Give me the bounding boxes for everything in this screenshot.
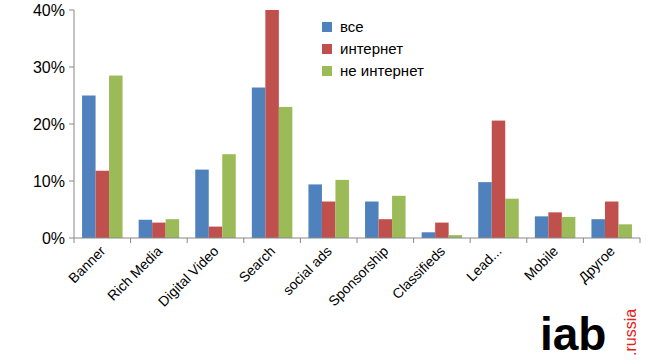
bar <box>166 219 180 238</box>
x-tick <box>526 238 527 243</box>
x-tick <box>357 238 358 243</box>
x-tick <box>130 238 131 243</box>
x-tick-label: Sponsorship <box>325 243 391 309</box>
x-tick <box>413 238 414 243</box>
legend-label: интернет <box>340 40 403 57</box>
bar <box>492 121 506 238</box>
x-tick <box>243 238 244 243</box>
bar <box>139 220 153 238</box>
bar <box>308 184 322 238</box>
legend-label: не интернет <box>340 62 424 79</box>
logo: iab <box>540 308 606 360</box>
y-tick <box>69 10 74 11</box>
bar <box>618 224 632 238</box>
bar <box>562 217 576 238</box>
bar <box>82 96 96 239</box>
bar <box>392 196 406 238</box>
y-tick <box>69 238 74 239</box>
x-tick-label: Search <box>236 243 279 286</box>
bar <box>279 107 293 238</box>
x-tick <box>583 238 584 243</box>
logo-suffix: .russia <box>622 309 639 356</box>
x-tick-label: Digital Video <box>155 243 222 310</box>
bar <box>322 202 336 238</box>
x-tick-label: Mobile <box>521 243 562 284</box>
bar <box>478 182 492 238</box>
x-tick-label: Banner <box>65 243 108 286</box>
x-tick-label: Classifieds <box>389 243 448 302</box>
legend-swatch <box>322 66 332 76</box>
bar <box>365 202 379 238</box>
bar <box>435 223 449 238</box>
legend-swatch <box>322 44 332 54</box>
bar <box>109 76 123 238</box>
bar <box>605 202 619 238</box>
bar <box>152 223 166 238</box>
bar <box>96 171 110 238</box>
bars <box>82 10 632 238</box>
x-tick <box>300 238 301 243</box>
bar <box>548 212 562 238</box>
chart: 0% 10% 20% 30% 40% BannerRich MediaDigital Vi… <box>0 0 646 363</box>
bar <box>505 199 519 238</box>
bar <box>222 154 236 238</box>
x-tick-label: social ads <box>279 243 334 298</box>
y-tick <box>69 67 74 68</box>
bar <box>195 170 209 238</box>
legend-label: все <box>340 18 364 35</box>
x-tick-label: Lead... <box>463 243 505 285</box>
x-tick <box>470 238 471 243</box>
bar <box>535 216 549 238</box>
x-tick <box>187 238 188 243</box>
x-tick-label: Другое <box>575 243 618 286</box>
bar <box>209 227 223 238</box>
bar <box>379 219 393 238</box>
x-tick <box>74 238 75 243</box>
y-tick-label: 0% <box>42 230 65 247</box>
bar <box>591 219 605 238</box>
y-tick-label: 30% <box>33 59 65 76</box>
bar <box>335 180 349 238</box>
y-tick-label: 10% <box>33 173 65 190</box>
y-tick <box>69 124 74 125</box>
y-tick-label: 20% <box>33 116 65 133</box>
bar <box>252 88 266 238</box>
legend-swatch <box>322 22 332 32</box>
bar <box>422 232 436 238</box>
y-tick <box>69 181 74 182</box>
y-tick-label: 40% <box>33 2 65 19</box>
x-tick <box>640 238 641 243</box>
x-tick-label: Rich Media <box>104 243 165 304</box>
bar <box>265 10 279 238</box>
